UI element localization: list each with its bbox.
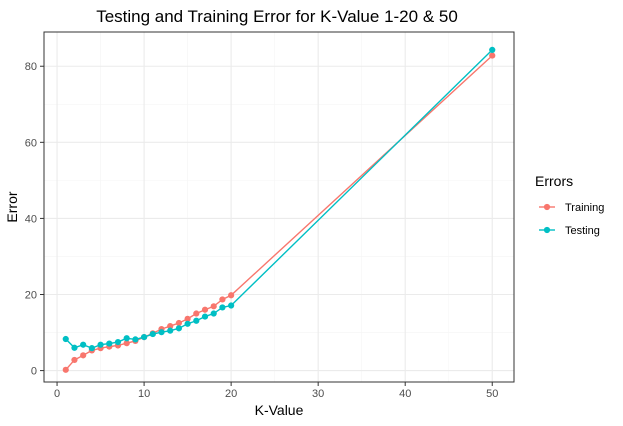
training-point bbox=[123, 340, 130, 347]
legend-key-point-testing bbox=[543, 226, 551, 234]
testing-point bbox=[210, 310, 217, 317]
testing-point bbox=[193, 317, 200, 324]
x-tick-label: 20 bbox=[225, 388, 237, 400]
testing-line bbox=[65, 49, 493, 349]
training-point bbox=[193, 310, 200, 317]
axes: 0 10 20 30 40 50 0 20 40 60 80 bbox=[25, 61, 499, 400]
training-point bbox=[184, 315, 191, 322]
training-point bbox=[167, 322, 174, 330]
panel-border bbox=[43, 31, 515, 383]
testing-point bbox=[167, 327, 174, 334]
y-tick-label: 20 bbox=[25, 290, 37, 302]
testing-point bbox=[88, 345, 95, 352]
legend-label-testing: Testing bbox=[565, 225, 600, 237]
testing-point bbox=[106, 340, 113, 347]
legend-label-training: Training bbox=[565, 202, 604, 214]
training-line bbox=[65, 55, 493, 371]
testing-point bbox=[158, 329, 165, 336]
testing-point bbox=[228, 302, 235, 309]
x-axis-title: K-Value bbox=[255, 402, 304, 418]
testing-point bbox=[123, 335, 130, 342]
testing-point bbox=[489, 46, 496, 53]
testing-point bbox=[219, 304, 226, 311]
chart-title: Testing and Training Error for K-Value 1… bbox=[96, 7, 458, 26]
x-tick-label: 40 bbox=[399, 388, 411, 400]
legend-title: Errors bbox=[535, 173, 573, 189]
x-tick-label: 50 bbox=[486, 388, 498, 400]
grid bbox=[44, 32, 514, 382]
training-point bbox=[80, 352, 87, 359]
x-tick-label: 0 bbox=[54, 388, 60, 400]
training-point bbox=[175, 319, 183, 327]
x-tick-label: 10 bbox=[138, 388, 150, 400]
series-layer bbox=[62, 46, 496, 373]
y-axis-title: Error bbox=[4, 191, 20, 222]
training-point bbox=[71, 356, 78, 364]
x-tick-label: 30 bbox=[312, 388, 324, 400]
testing-point bbox=[175, 325, 183, 332]
testing-point bbox=[132, 336, 139, 343]
training-series bbox=[62, 52, 496, 373]
training-point bbox=[210, 303, 217, 310]
testing-point bbox=[80, 341, 87, 348]
legend-item-testing: Testing bbox=[539, 225, 600, 237]
testing-point bbox=[97, 341, 104, 348]
training-point bbox=[201, 306, 209, 313]
training-point bbox=[219, 296, 226, 303]
training-point bbox=[228, 292, 235, 299]
testing-series bbox=[62, 46, 496, 352]
testing-point bbox=[62, 335, 69, 343]
y-tick-label: 80 bbox=[25, 61, 37, 73]
testing-point bbox=[71, 344, 78, 351]
legend-key-point-training bbox=[543, 203, 551, 211]
testing-point bbox=[140, 334, 148, 341]
training-point bbox=[489, 52, 496, 59]
training-point bbox=[62, 366, 69, 373]
legend: Errors Training Testing bbox=[535, 173, 604, 237]
testing-point bbox=[201, 313, 209, 320]
testing-point bbox=[114, 338, 122, 346]
legend-item-training: Training bbox=[539, 202, 604, 214]
testing-point bbox=[184, 320, 191, 327]
y-tick-label: 60 bbox=[25, 137, 37, 149]
testing-point bbox=[149, 330, 156, 338]
y-tick-label: 0 bbox=[31, 366, 37, 378]
y-tick-label: 40 bbox=[25, 213, 37, 225]
